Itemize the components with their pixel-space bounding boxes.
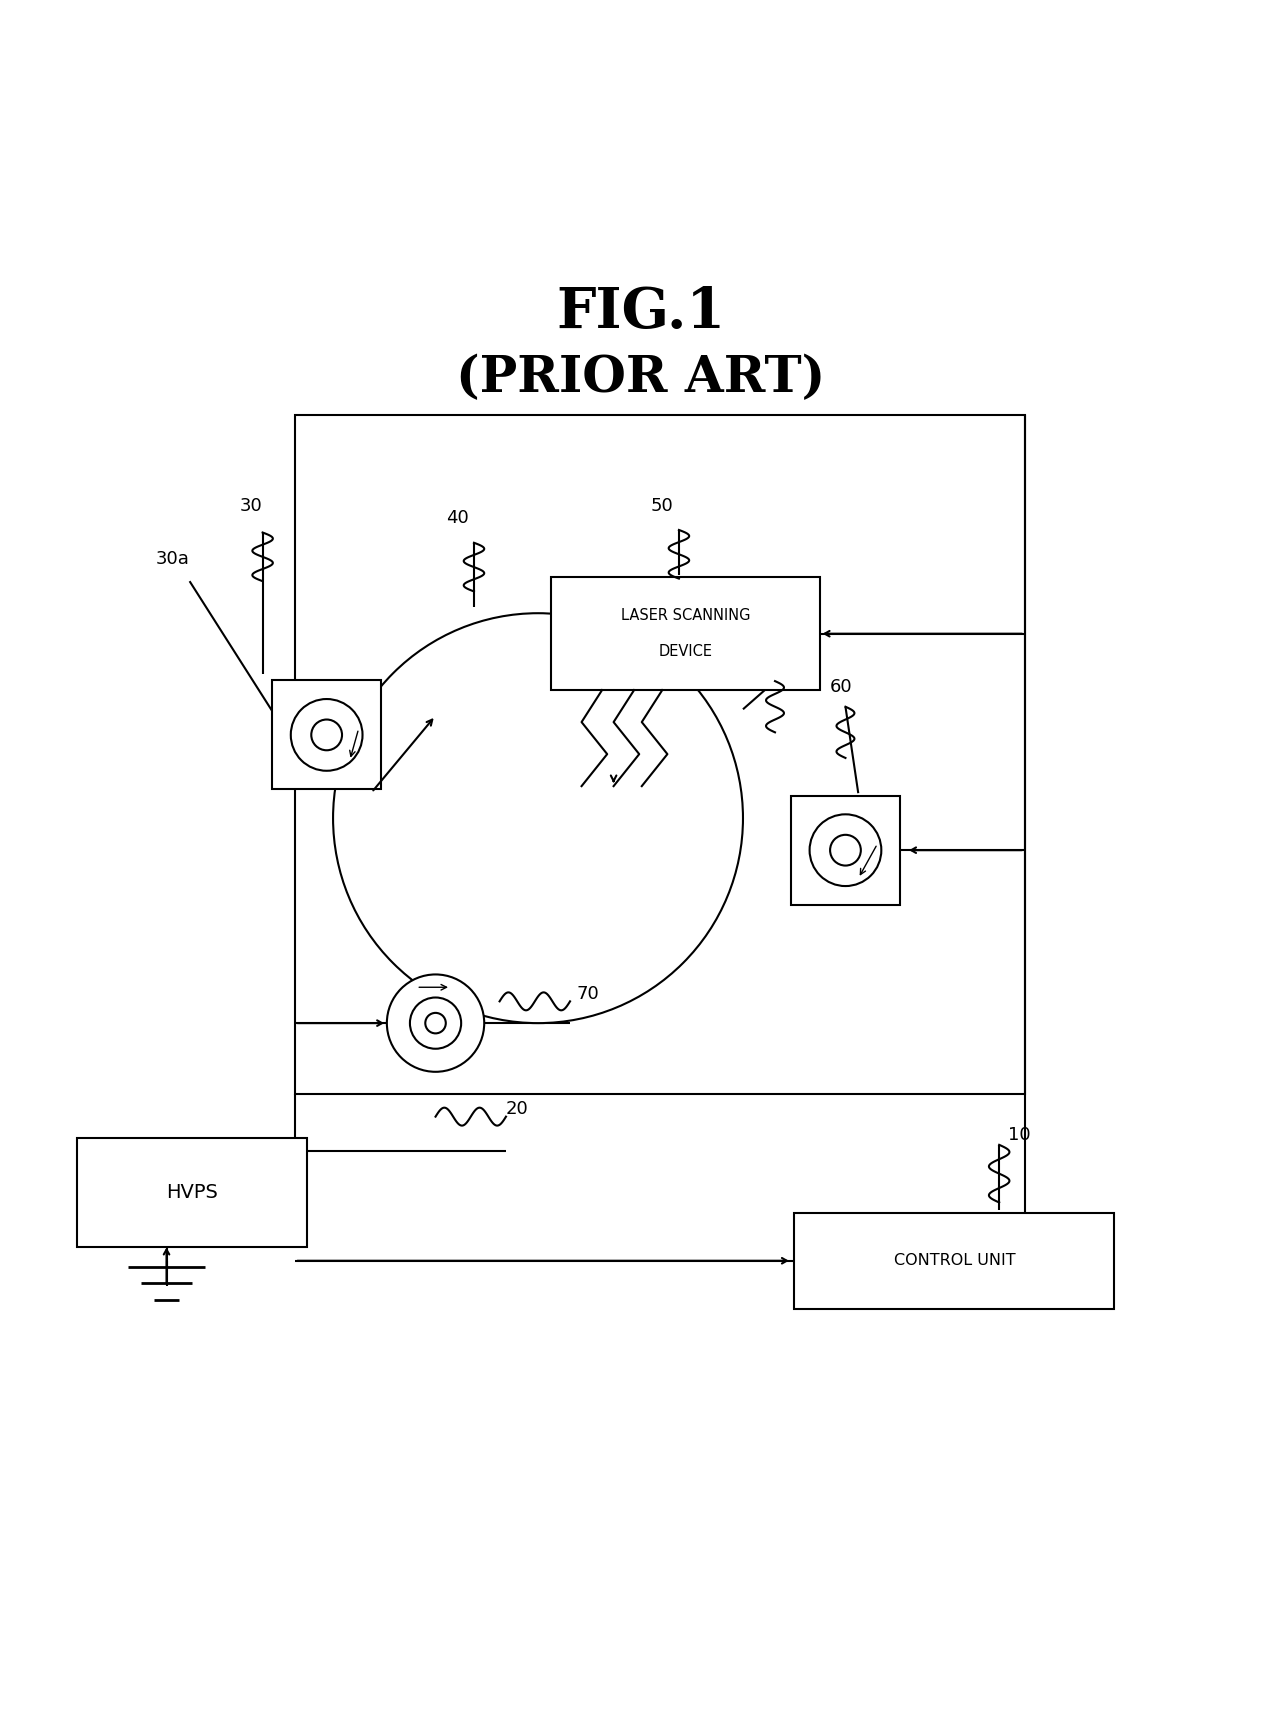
Circle shape — [291, 699, 363, 772]
Bar — [792, 796, 899, 904]
Text: (PRIOR ART): (PRIOR ART) — [456, 354, 825, 404]
Text: 30: 30 — [240, 497, 263, 514]
Bar — [295, 414, 1025, 1094]
Circle shape — [830, 835, 861, 865]
Text: LASER SCANNING: LASER SCANNING — [620, 608, 751, 623]
Text: 20: 20 — [506, 1099, 529, 1118]
Circle shape — [810, 815, 881, 885]
Circle shape — [333, 613, 743, 1024]
Text: CONTROL UNIT: CONTROL UNIT — [894, 1253, 1015, 1269]
Circle shape — [387, 975, 484, 1072]
Bar — [272, 680, 382, 789]
Text: HVPS: HVPS — [167, 1184, 218, 1203]
Text: 10: 10 — [1008, 1125, 1031, 1144]
Circle shape — [410, 998, 461, 1049]
Text: 50: 50 — [651, 497, 674, 514]
Text: FIG.1: FIG.1 — [556, 285, 725, 340]
Text: 70: 70 — [576, 984, 600, 1003]
Bar — [77, 1139, 307, 1248]
Text: DEVICE: DEVICE — [658, 644, 712, 659]
Bar — [794, 1213, 1114, 1308]
Circle shape — [425, 1013, 446, 1034]
Text: 60: 60 — [830, 678, 853, 697]
Text: 40: 40 — [446, 509, 469, 528]
Text: 60a: 60a — [760, 652, 793, 671]
Circle shape — [311, 720, 342, 751]
Bar — [551, 576, 820, 690]
Text: 30a: 30a — [156, 551, 190, 568]
